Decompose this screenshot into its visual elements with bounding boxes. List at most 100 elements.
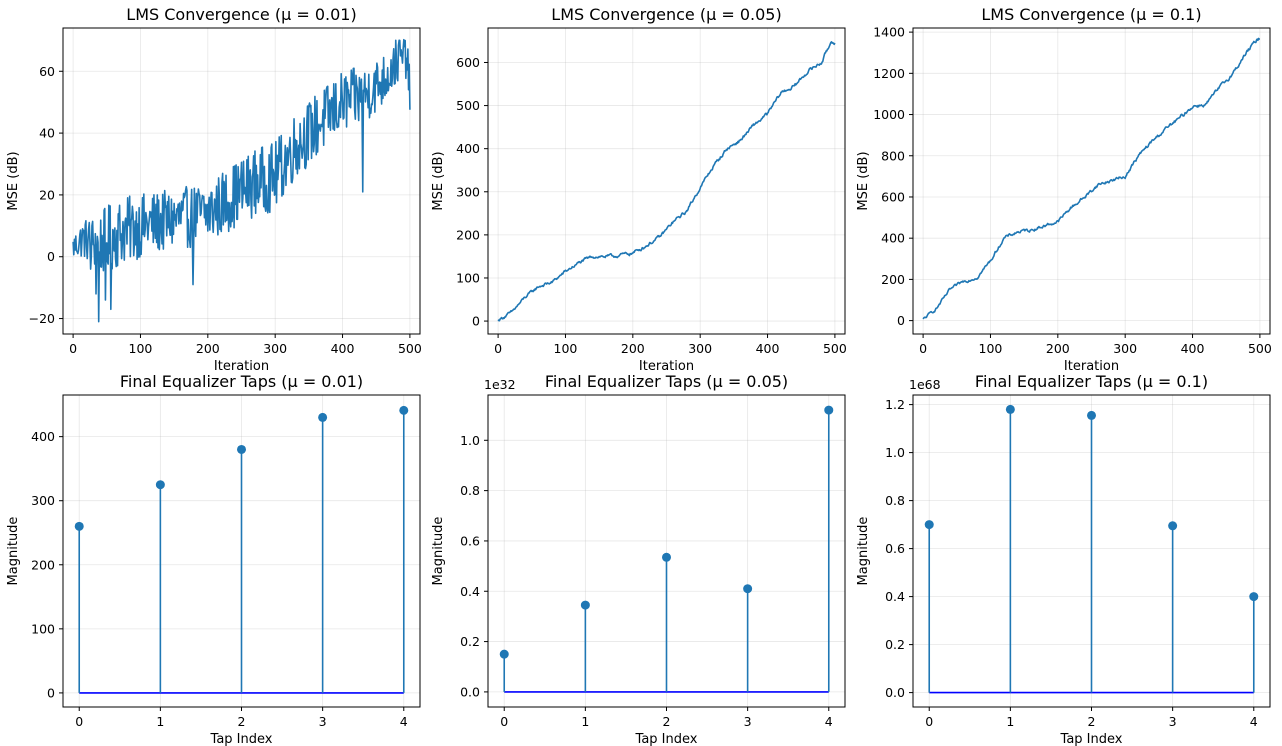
- y-axis-label: Magnitude: [856, 517, 871, 586]
- y-tick-label: 0.4: [885, 589, 905, 604]
- x-tick-label: 500: [823, 341, 847, 356]
- y-axis-exponent: 1e32: [484, 377, 516, 392]
- x-tick-label: 1: [1006, 714, 1014, 729]
- y-tick-label: 0: [897, 313, 905, 328]
- x-axis-label: Tap Index: [635, 732, 698, 746]
- x-axis-label: Iteration: [1064, 359, 1119, 374]
- x-tick-label: 300: [263, 341, 287, 356]
- x-axis-label: Iteration: [214, 359, 269, 374]
- stem-marker-tap-0: [499, 649, 509, 659]
- x-tick-label: 3: [1169, 714, 1177, 729]
- subplot-title: Final Equalizer Taps (μ = 0.05): [545, 372, 788, 391]
- x-tick-label: 0: [919, 341, 927, 356]
- y-tick-label: 0.6: [460, 533, 480, 548]
- x-tick-label: 500: [398, 341, 422, 356]
- subplot-1: 0 100 200 300 400 500 −20 0 20 40 60 LMS Convergenc…: [6, 5, 422, 374]
- y-tick-label: 0.2: [885, 637, 905, 652]
- y-tick-label: 0.0: [460, 684, 480, 699]
- x-axis-label: Iteration: [639, 359, 694, 374]
- y-axis-label: MSE (dB): [431, 151, 446, 210]
- x-tick-label: 0: [494, 341, 502, 356]
- y-tick-label: 0: [47, 685, 55, 700]
- x-tick-label: 100: [554, 341, 578, 356]
- stem-marker-tap-4: [824, 405, 834, 415]
- x-axis-label: Tap Index: [210, 732, 273, 746]
- stem-marker-tap-0: [924, 520, 934, 530]
- stem-marker-tap-1: [155, 480, 165, 490]
- stem-marker-tap-3: [743, 584, 753, 594]
- x-tick-label: 200: [1046, 341, 1070, 356]
- y-tick-label: 0.8: [460, 483, 480, 498]
- subplot-6: 0 1 2 3 4 0.0 0.2 0.4 0.6 0.8 1.0 1.2 1e68 Final Equa…: [856, 372, 1271, 746]
- subplot-title: Final Equalizer Taps (μ = 0.01): [120, 372, 363, 391]
- stem-marker-tap-4: [1249, 592, 1259, 602]
- x-tick-label: 400: [1181, 341, 1205, 356]
- y-axis-label: MSE (dB): [6, 151, 21, 210]
- stem-marker-tap-4: [399, 405, 409, 415]
- mse-series-line: [72, 38, 411, 323]
- y-tick-label: 500: [456, 98, 480, 113]
- y-tick-label: 1.0: [460, 433, 480, 448]
- y-tick-label: 200: [456, 227, 480, 242]
- y-tick-label: 400: [31, 429, 55, 444]
- stem-marker-tap-3: [1168, 521, 1178, 531]
- x-tick-label: 400: [756, 341, 780, 356]
- y-tick-label: 600: [456, 55, 480, 70]
- y-axis-label: MSE (dB): [856, 151, 871, 210]
- y-tick-label: 1.0: [885, 445, 905, 460]
- y-tick-label: 0: [472, 314, 480, 329]
- x-tick-label: 200: [196, 341, 220, 356]
- x-tick-label: 2: [663, 714, 671, 729]
- mse-series-line: [922, 37, 1261, 320]
- x-tick-label: 3: [744, 714, 752, 729]
- y-tick-label: 100: [456, 270, 480, 285]
- y-tick-label: 1200: [873, 66, 905, 81]
- y-tick-label: 0.4: [460, 584, 480, 599]
- y-tick-label: −20: [29, 311, 55, 326]
- y-tick-label: 20: [39, 187, 55, 202]
- x-tick-label: 1: [581, 714, 589, 729]
- y-tick-label: 0: [47, 249, 55, 264]
- stem-marker-tap-1: [1005, 404, 1015, 414]
- stem-marker-tap-2: [237, 444, 246, 454]
- y-tick-label: 100: [31, 621, 55, 636]
- y-tick-label: 1400: [873, 25, 905, 40]
- x-tick-label: 1: [156, 714, 164, 729]
- y-tick-label: 1.2: [885, 397, 905, 412]
- y-tick-label: 0.6: [885, 541, 905, 556]
- x-tick-label: 100: [129, 341, 153, 356]
- y-tick-label: 0.2: [460, 634, 480, 649]
- x-axis-label: Tap Index: [1060, 732, 1123, 746]
- subplot-title: LMS Convergence (μ = 0.01): [126, 5, 356, 24]
- y-axis-label: Magnitude: [6, 517, 21, 586]
- y-tick-label: 400: [456, 141, 480, 156]
- stem-marker-tap-2: [1087, 410, 1096, 420]
- y-tick-label: 0.8: [885, 493, 905, 508]
- x-tick-label: 4: [400, 714, 408, 729]
- x-tick-label: 200: [621, 341, 645, 356]
- y-tick-label: 400: [881, 231, 905, 246]
- y-tick-label: 300: [31, 493, 55, 508]
- mse-series-line: [497, 41, 836, 322]
- x-tick-label: 500: [1248, 341, 1272, 356]
- x-tick-label: 0: [500, 714, 508, 729]
- subplot-5: 0 1 2 3 4 0.0 0.2 0.4 0.6 0.8 1.0 1e32 Final Equaliz…: [431, 372, 846, 746]
- axes-frame: [62, 27, 421, 335]
- y-tick-label: 300: [456, 184, 480, 199]
- x-tick-label: 0: [925, 714, 933, 729]
- subplot-3: 0 100 200 300 400 500 0 200 400 600 800 1000 1200 140…: [856, 5, 1272, 374]
- axes-frame: [912, 27, 1271, 335]
- subplot-title: LMS Convergence (μ = 0.1): [981, 5, 1201, 24]
- x-tick-label: 2: [238, 714, 246, 729]
- x-tick-label: 300: [688, 341, 712, 356]
- x-tick-label: 4: [825, 714, 833, 729]
- subplot-4: 0 1 2 3 4 0 100 200 300 400 Final Equalizer Taps (…: [6, 372, 421, 746]
- x-tick-label: 300: [1113, 341, 1137, 356]
- y-axis-exponent: 1e68: [909, 377, 941, 392]
- subplot-title: Final Equalizer Taps (μ = 0.1): [975, 372, 1208, 391]
- y-tick-label: 800: [881, 148, 905, 163]
- axes-frame: [487, 27, 846, 335]
- stem-marker-tap-2: [662, 552, 671, 562]
- y-axis-label: Magnitude: [431, 517, 446, 586]
